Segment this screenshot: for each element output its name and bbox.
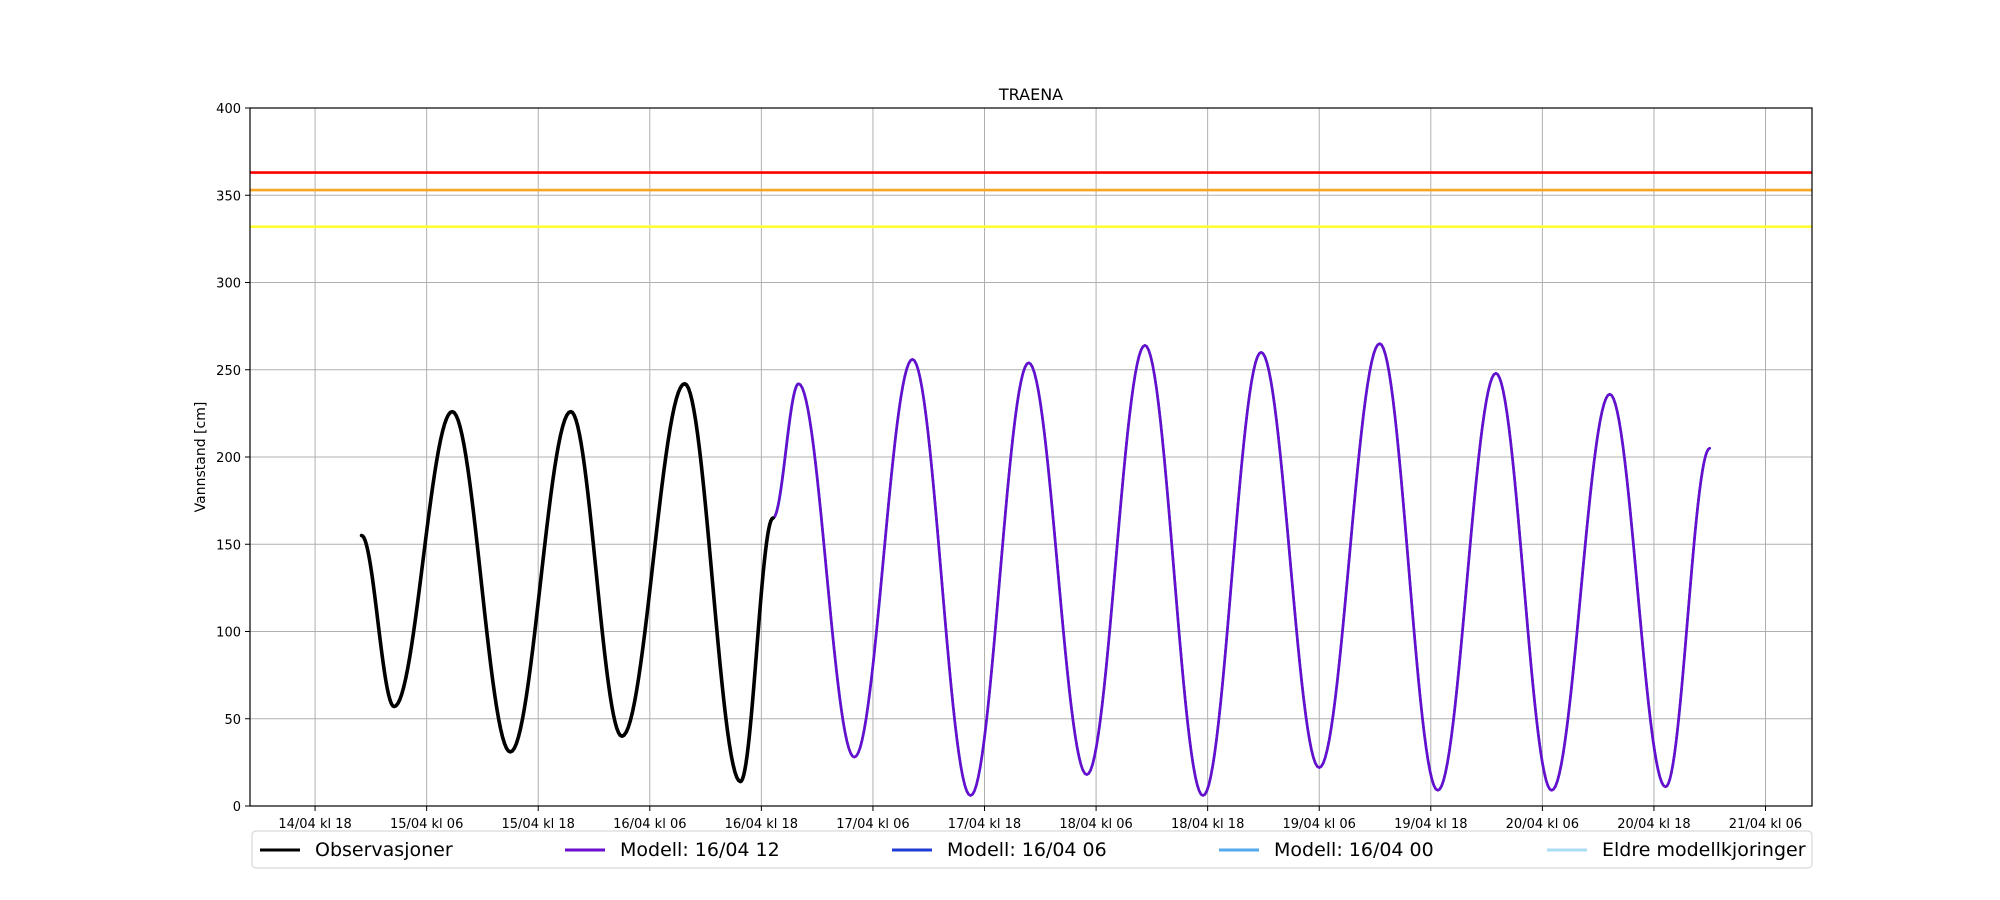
- series-line-eldre-modellkjoringer: [772, 342, 1711, 797]
- y-tick-label: 50: [224, 713, 241, 728]
- legend: Observasjoner Modell: 16/04 12 Modell: 16/…: [251, 830, 1813, 869]
- y-tick-label: 150: [216, 538, 241, 553]
- series-line-modell-16-04-00: [771, 342, 1711, 797]
- x-tick-label: 15/04 kl 06: [390, 817, 463, 832]
- x-axis-ticks: 14/04 kl 18 15/04 kl 06 15/04 kl 18 16/04 k…: [278, 806, 1802, 832]
- legend-entry-label: Modell: 16/04 06: [947, 839, 1107, 861]
- y-tick-label: 200: [216, 451, 241, 466]
- x-tick-label: 18/04 kl 06: [1059, 817, 1132, 832]
- grid: [250, 107, 1812, 807]
- legend-entry-label: Modell: 16/04 00: [1274, 839, 1434, 861]
- legend-entry-label: Observasjoner: [315, 839, 453, 861]
- chart-title: TRAENA: [998, 85, 1063, 104]
- series-lines: [359, 342, 1712, 797]
- y-tick-label: 0: [233, 800, 241, 815]
- x-tick-label: 16/04 kl 18: [725, 817, 798, 832]
- y-tick-label: 300: [216, 277, 241, 292]
- x-tick-label: 14/04 kl 18: [278, 817, 351, 832]
- y-tick-label: 100: [216, 626, 241, 641]
- legend-entry-label: Modell: 16/04 12: [620, 839, 780, 861]
- x-tick-label: 19/04 kl 18: [1394, 817, 1467, 832]
- x-tick-label: 17/04 kl 18: [948, 817, 1021, 832]
- series-line-observasjoner: [359, 381, 775, 784]
- x-tick-label: 20/04 kl 06: [1506, 817, 1579, 832]
- x-tick-label: 15/04 kl 18: [502, 817, 575, 832]
- threshold-lines: [250, 171, 1812, 228]
- x-tick-label: 17/04 kl 06: [836, 817, 909, 832]
- y-axis-ticks: 0 50 100 150 200 250 300 350 400: [216, 102, 250, 815]
- y-tick-label: 250: [216, 364, 241, 379]
- x-tick-label: 19/04 kl 06: [1283, 817, 1356, 832]
- x-tick-label: 21/04 kl 06: [1729, 817, 1802, 832]
- x-tick-label: 20/04 kl 18: [1617, 817, 1690, 832]
- series-line-modell-16-04-06: [771, 342, 1712, 797]
- series-line-modell-16-04-12: [771, 342, 1711, 797]
- x-tick-label: 18/04 kl 18: [1171, 817, 1244, 832]
- legend-frame: [251, 830, 1813, 869]
- y-axis-label: Vannstand [cm]: [193, 402, 209, 513]
- x-tick-label: 16/04 kl 06: [613, 817, 686, 832]
- y-tick-label: 350: [216, 189, 241, 204]
- y-tick-label: 400: [216, 102, 241, 117]
- legend-entry-label: Eldre modellkjoringer: [1602, 839, 1806, 861]
